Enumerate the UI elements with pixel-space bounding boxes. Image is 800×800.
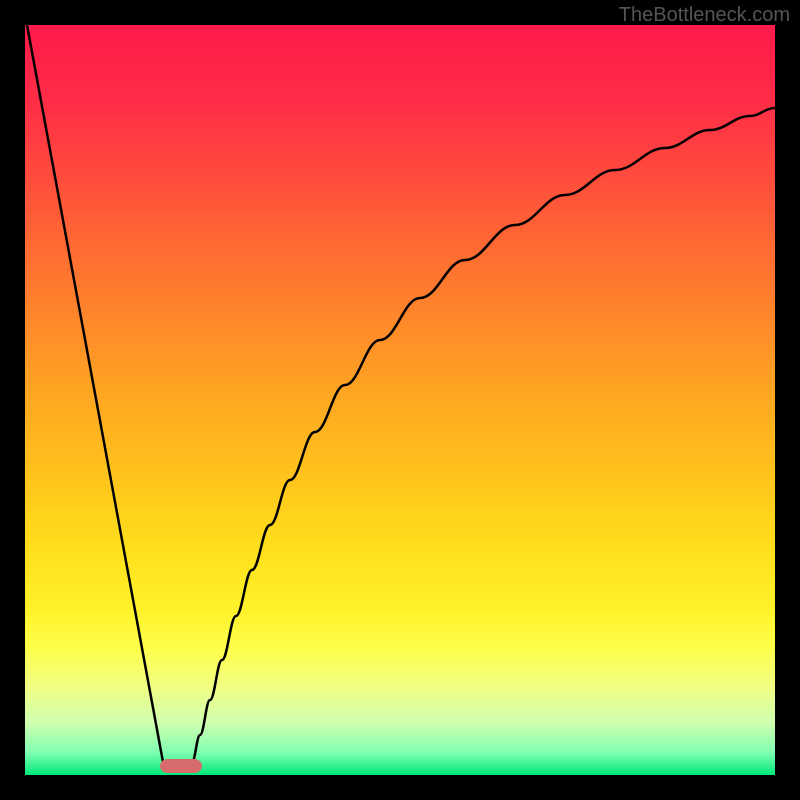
curve-right — [192, 108, 775, 762]
chart-svg — [0, 0, 800, 800]
bottleneck-marker — [160, 759, 202, 773]
outer-background — [0, 0, 800, 800]
plot-area-gradient — [25, 25, 775, 775]
curve-left-line — [27, 25, 163, 762]
attribution-text: TheBottleneck.com — [619, 4, 790, 27]
chart-container: TheBottleneck.com — [0, 0, 800, 800]
